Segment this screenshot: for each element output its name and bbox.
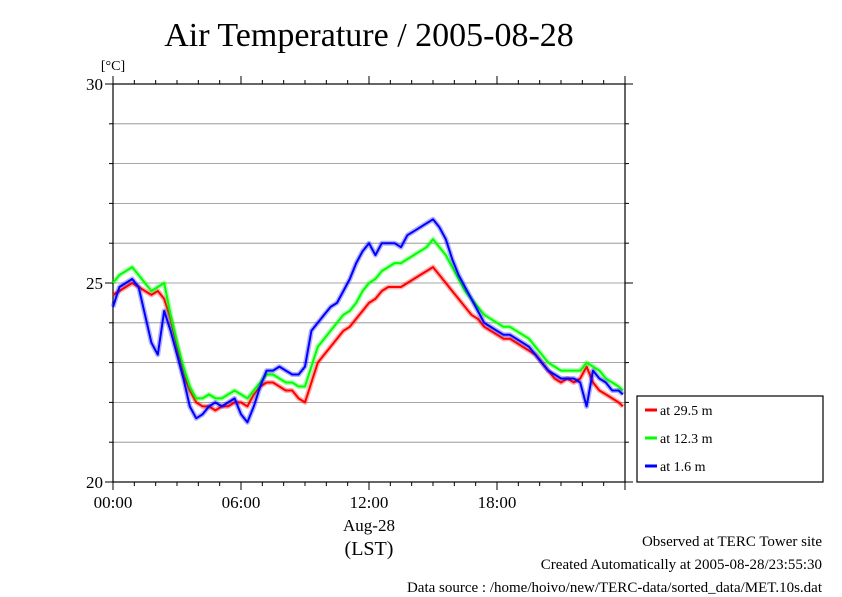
series-lines [110, 216, 625, 425]
legend-label: at 29.5 m [660, 404, 713, 419]
legend: at 29.5 m at 12.3 m at 1.6 m [636, 395, 824, 483]
x-tick-label: 12:00 [350, 493, 389, 512]
x-tick-label: 06:00 [222, 493, 261, 512]
axis-ticks: 20 25 30 00:00 06:00 12:00 18:00 [86, 75, 633, 512]
x-tick-label: 00:00 [94, 493, 133, 512]
series-line [112, 218, 624, 424]
chart-title: Air Temperature / 2005-08-28 [164, 17, 574, 54]
series-line [112, 238, 624, 400]
y-tick-label: 30 [86, 75, 103, 94]
time-zone-label: (LST) [345, 538, 394, 560]
y-tick-label: 25 [86, 274, 103, 293]
footer-data-source: Data source : /home/hoivo/new/TERC-data/… [406, 580, 822, 596]
y-axis-unit-label: [°C] [101, 59, 125, 74]
legend-label: at 1.6 m [660, 460, 706, 475]
y-tick-label: 20 [86, 473, 103, 492]
series-halo [111, 236, 625, 401]
legend-label: at 12.3 m [660, 432, 713, 447]
x-tick-label: 18:00 [478, 493, 517, 512]
date-label: Aug-28 [343, 516, 395, 535]
footer-observed-at: Observed at TERC Tower site [641, 534, 822, 550]
footer-created-at: Created Automatically at 2005-08-28/23:5… [540, 557, 822, 573]
legend-box [636, 395, 824, 483]
